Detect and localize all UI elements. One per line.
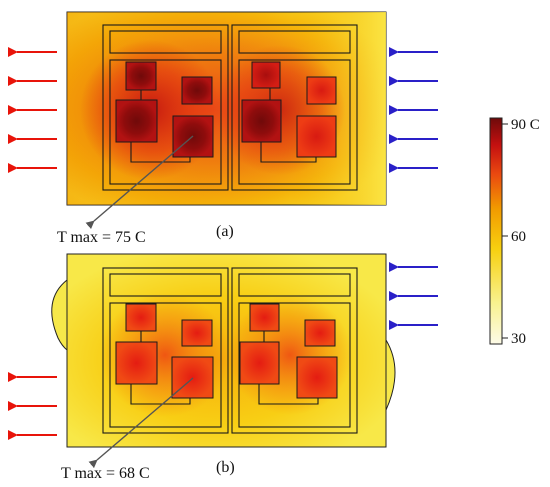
tmax-pointer-b	[88, 377, 194, 469]
tmax-label-b: T max = 68 C	[61, 465, 150, 482]
outflow-arrows-a	[7, 47, 57, 173]
chip-a6	[306, 76, 337, 105]
tmax-label-a: T max = 75 C	[57, 229, 146, 246]
chip-a2	[181, 76, 213, 105]
panel-a: T max = 75 C (a)	[7, 11, 438, 246]
bulge-right-b	[385, 338, 396, 411]
panel-label-a: (a)	[216, 223, 234, 240]
chip-b1	[125, 303, 157, 332]
colorbar-max-label: 90 C	[511, 117, 540, 133]
chip-b8	[296, 356, 338, 399]
chip-b2	[181, 319, 213, 347]
colorbar: 90 C 60 30	[489, 117, 540, 347]
colorbar-ticks	[502, 123, 508, 339]
chip-a3	[115, 99, 158, 143]
colorbar-min-label: 30	[511, 331, 526, 347]
bulge-left-b	[51, 278, 68, 352]
colorbar-mid-label: 60	[511, 229, 526, 245]
chip-b6	[304, 319, 336, 347]
chip-b5	[249, 303, 280, 332]
colorbar-gradient	[489, 117, 503, 345]
chip-b7	[239, 341, 280, 385]
chip-b3	[115, 341, 158, 385]
chip-b4	[171, 356, 214, 399]
chip-a8	[296, 115, 337, 158]
panel-label-b: (b)	[216, 459, 235, 476]
outflow-arrows-b	[7, 372, 57, 440]
chip-a1	[125, 61, 157, 91]
panel-b: T max = 68 C (b)	[7, 253, 438, 482]
modules-b	[102, 267, 358, 434]
inflow-arrows-a	[389, 47, 438, 173]
modules-a	[102, 24, 358, 191]
tmax-pointer-a	[85, 135, 194, 230]
chip-a5	[251, 61, 281, 89]
inflow-arrows-b	[389, 262, 438, 330]
chip-a7	[241, 99, 282, 143]
